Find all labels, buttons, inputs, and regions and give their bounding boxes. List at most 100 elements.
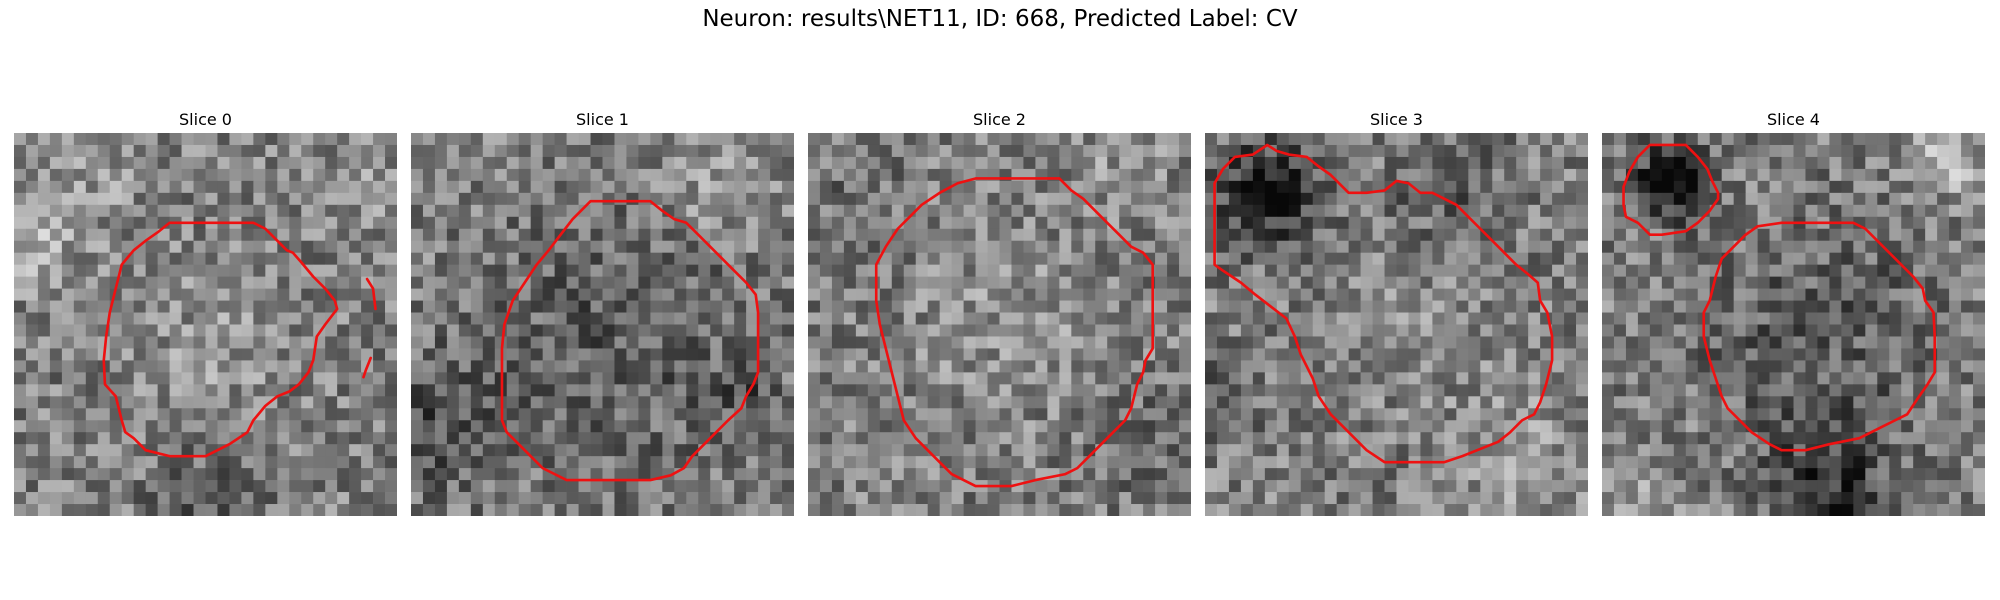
image-pixel: [85, 336, 99, 349]
image-pixel: [1552, 444, 1565, 457]
image-pixel: [85, 348, 99, 361]
image-pixel: [987, 324, 1000, 337]
image-pixel: [758, 156, 771, 170]
image-pixel: [325, 492, 338, 505]
image-pixel: [422, 133, 436, 146]
image-pixel: [253, 312, 266, 325]
image-pixel: [1216, 300, 1230, 313]
image-pixel: [385, 336, 397, 349]
image-pixel: [819, 228, 833, 242]
image-pixel: [1925, 240, 1938, 254]
image-pixel: [1167, 144, 1180, 158]
image-pixel: [313, 144, 326, 158]
image-pixel: [734, 240, 747, 254]
image-pixel: [181, 420, 194, 433]
image-pixel: [205, 276, 218, 289]
image-pixel: [1504, 504, 1517, 516]
image-pixel: [277, 420, 290, 433]
image-pixel: [1829, 264, 1842, 277]
image-pixel: [1107, 300, 1120, 313]
image-pixel: [1083, 360, 1096, 373]
image-pixel: [1408, 192, 1421, 206]
image-pixel: [674, 240, 687, 254]
image-pixel: [734, 336, 747, 349]
image-pixel: [1324, 480, 1338, 493]
segmentation-contour: [500, 199, 760, 482]
image-pixel: [25, 348, 39, 361]
image-pixel: [1516, 168, 1529, 182]
image-pixel: [277, 372, 290, 385]
image-pixel: [422, 192, 436, 206]
image-pixel: [1733, 144, 1746, 158]
image-pixel: [915, 264, 929, 277]
image-pixel: [289, 204, 302, 218]
image-pixel: [133, 456, 147, 469]
image-pixel: [999, 456, 1012, 469]
image-pixel: [1721, 180, 1735, 194]
image-pixel: [698, 504, 711, 516]
image-pixel: [698, 288, 711, 301]
image-pixel: [746, 468, 759, 481]
image-pixel: [975, 360, 988, 373]
image-pixel: [205, 300, 218, 313]
image-pixel: [1649, 168, 1663, 182]
image-pixel: [1697, 444, 1711, 457]
image-pixel: [975, 468, 988, 481]
image-pixel: [506, 228, 520, 242]
image-pixel: [1745, 384, 1758, 397]
image-pixel: [1336, 252, 1349, 266]
image-pixel: [1047, 180, 1060, 194]
image-pixel: [145, 468, 158, 481]
image-pixel: [1661, 432, 1675, 445]
image-pixel: [1300, 192, 1314, 206]
image-pixel: [1288, 288, 1302, 301]
image-pixel: [61, 204, 75, 218]
image-pixel: [987, 252, 1000, 266]
image-pixel: [1035, 480, 1048, 493]
image-pixel: [1228, 468, 1242, 481]
image-pixel: [1504, 360, 1517, 373]
image-pixel: [951, 168, 964, 182]
image-pixel: [1602, 252, 1615, 266]
image-pixel: [1312, 456, 1326, 469]
image-pixel: [855, 408, 869, 421]
image-pixel: [746, 348, 759, 361]
image-pixel: [446, 480, 460, 493]
image-pixel: [1949, 228, 1962, 242]
image-pixel: [1360, 492, 1373, 505]
image-pixel: [1107, 180, 1120, 194]
image-pixel: [1059, 276, 1072, 289]
image-pixel: [14, 504, 27, 516]
image-pixel: [710, 360, 723, 373]
image-pixel: [578, 168, 591, 182]
image-pixel: [37, 252, 51, 266]
image-pixel: [361, 504, 374, 516]
image-pixel: [169, 133, 182, 146]
image-pixel: [494, 192, 508, 206]
image-pixel: [1324, 444, 1338, 457]
image-pixel: [602, 444, 615, 457]
image-pixel: [987, 216, 1000, 230]
image-pixel: [1913, 192, 1926, 206]
image-pixel: [1637, 300, 1651, 313]
image-pixel: [590, 492, 603, 505]
image-pixel: [482, 456, 496, 469]
image-pixel: [1901, 252, 1914, 266]
image-pixel: [1312, 444, 1326, 457]
image-pixel: [674, 348, 687, 361]
image-pixel: [1602, 204, 1615, 218]
image-pixel: [1252, 504, 1266, 516]
image-pixel: [674, 228, 687, 242]
image-pixel: [289, 384, 302, 397]
image-pixel: [1336, 156, 1349, 170]
image-pixel: [879, 408, 893, 421]
image-pixel: [999, 133, 1012, 146]
image-pixel: [1781, 372, 1794, 385]
image-pixel: [61, 144, 75, 158]
image-pixel: [578, 372, 591, 385]
image-pixel: [1913, 348, 1926, 361]
image-pixel: [542, 384, 555, 397]
image-pixel: [157, 264, 170, 277]
image-pixel: [1552, 384, 1565, 397]
image-pixel: [1071, 252, 1084, 266]
